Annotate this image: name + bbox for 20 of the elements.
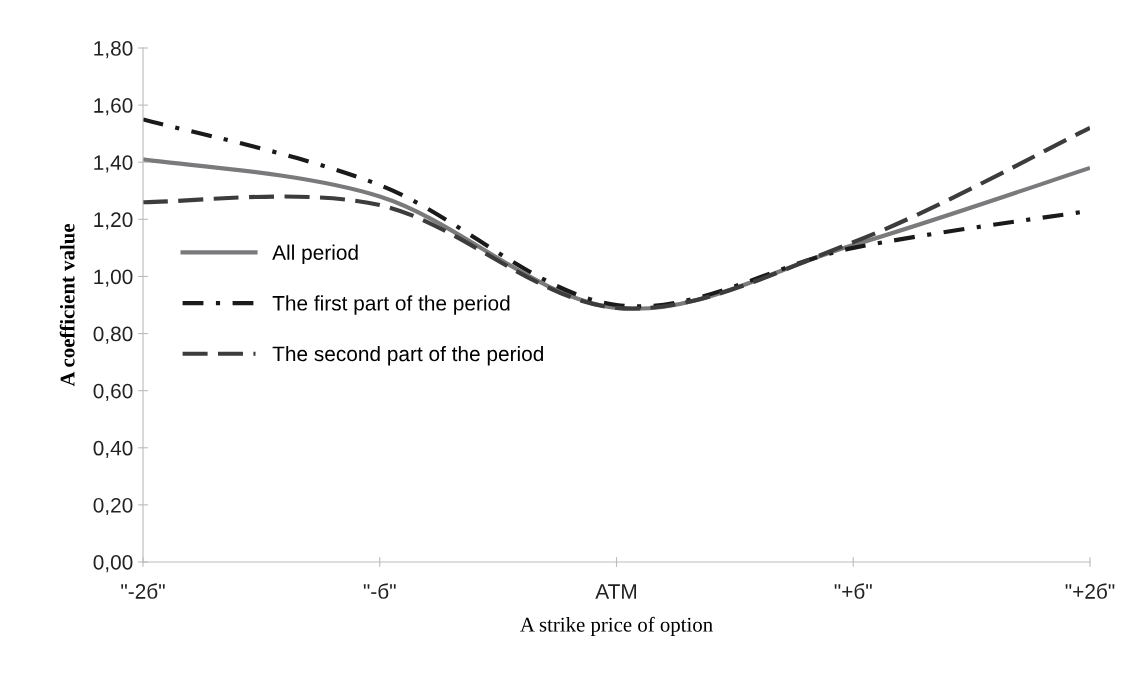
x-tick-label: "-2б" bbox=[121, 583, 165, 599]
legend-label: The first part of the period bbox=[272, 295, 510, 315]
legend-label: All period bbox=[272, 244, 358, 265]
x-tick-label: "-б" bbox=[363, 583, 396, 599]
legend-label: The second part of the period bbox=[272, 345, 543, 366]
y-tick-label: 1,20 bbox=[94, 212, 133, 230]
y-tick-label: 1,00 bbox=[94, 269, 133, 287]
x-axis-title: A strike price of option bbox=[520, 616, 713, 636]
x-tick-label: "+б" bbox=[834, 583, 872, 599]
x-tick-label: ATM bbox=[595, 584, 637, 599]
y-tick-label: 0,60 bbox=[93, 383, 133, 401]
y-tick-label: 1,80 bbox=[94, 41, 133, 59]
y-tick-label: 1,40 bbox=[94, 155, 133, 173]
y-tick-label: 0,00 bbox=[93, 555, 133, 573]
y-tick-label: 0,80 bbox=[93, 326, 133, 344]
x-tick-label: "+2б" bbox=[1065, 583, 1115, 599]
y-tick-label: 1,60 bbox=[94, 98, 133, 116]
y-tick-label: 0,20 bbox=[93, 497, 133, 516]
y-axis-title: A coefficient value bbox=[59, 223, 75, 387]
y-tick-label: 0,40 bbox=[93, 440, 133, 458]
